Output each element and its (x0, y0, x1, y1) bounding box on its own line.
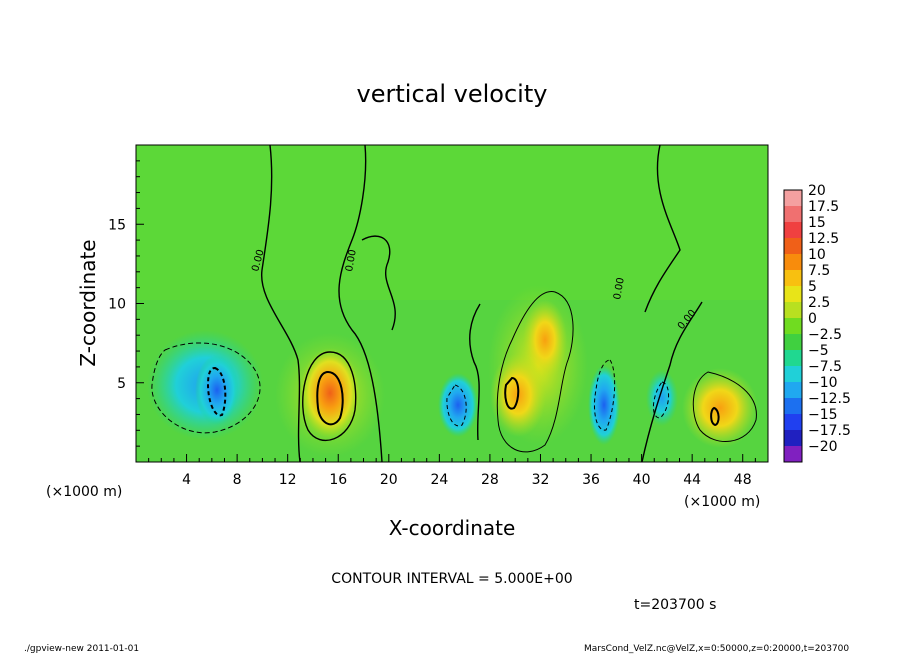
ten-contour (710, 406, 720, 427)
colorbar-label: 15 (808, 215, 826, 231)
neg-contour (206, 366, 227, 417)
zero-contour (644, 145, 681, 313)
colorbar-swatch (784, 270, 802, 287)
colorbar-label: 7.5 (808, 263, 830, 279)
y-axis-label: Z-coordinate (76, 239, 100, 366)
colorbar-label: 10 (808, 247, 826, 263)
colorbar-swatch (784, 382, 802, 399)
neg-contour (151, 342, 261, 434)
five-contour (302, 351, 357, 441)
x-axis: 4 8 12 16 20 24 28 32 36 40 44 48 (148, 454, 756, 488)
zero-contour (641, 301, 703, 462)
y-tick-label: 5 (117, 376, 126, 392)
x-tick-label: 20 (380, 472, 398, 488)
chart-title: vertical velocity (357, 80, 548, 108)
y-axis: 5 10 15 (108, 160, 144, 447)
contour-label: 0.00 (612, 277, 627, 301)
colorbar-label: 5 (808, 279, 817, 295)
updraft-region (523, 300, 567, 380)
x-tick-label: 48 (734, 472, 752, 488)
zero-contour (261, 145, 301, 462)
updraft-region (682, 368, 758, 448)
x-tick-label: 28 (481, 472, 499, 488)
x-tick-label: 32 (532, 472, 550, 488)
x-unit-right: (×1000 m) (684, 494, 760, 510)
downdraft-region (195, 355, 239, 425)
colorbar-swatch (784, 366, 802, 383)
five-contour (496, 291, 574, 453)
x-unit-left: (×1000 m) (46, 484, 122, 500)
colorbar-label: 17.5 (808, 199, 839, 215)
colorbar-swatch (784, 190, 802, 207)
zero-contour (361, 235, 396, 331)
colorbar-swatch (784, 206, 802, 223)
colorbar-swatch (784, 350, 802, 367)
neg-contour (653, 381, 669, 419)
colorbar-swatch (784, 414, 802, 431)
colorbar-swatch (784, 398, 802, 415)
contour-label: 0.00 (344, 249, 359, 273)
colorbar-swatch (784, 318, 802, 335)
colorbar-label: 0 (808, 311, 817, 327)
colorbar: 2017.51512.5107.552.50−2.5−5−7.5−10−12.5… (783, 183, 851, 463)
x-tick-label: 36 (582, 472, 600, 488)
zero-contour (338, 145, 383, 462)
colorbar-label: 2.5 (808, 295, 830, 311)
ten-contour (316, 370, 344, 426)
time-stamp: t=203700 s (634, 597, 716, 613)
colorbar-label: −20 (808, 439, 838, 455)
colorbar-label: 20 (808, 183, 826, 199)
zero-contour (469, 303, 481, 441)
colorbar-swatch (784, 238, 802, 255)
colorbar-swatch (784, 446, 802, 463)
colorbar-label: −5 (808, 343, 829, 359)
colorbar-frame (783, 189, 803, 463)
downdraft-region (646, 370, 678, 426)
y-tick-label: 15 (108, 217, 126, 233)
x-tick-label: 8 (233, 472, 242, 488)
x-tick-label: 40 (633, 472, 651, 488)
colorbar-label: −7.5 (808, 359, 842, 375)
plot-area: 0.00 0.00 0.00 0.00 (136, 145, 768, 462)
ten-contour (504, 376, 520, 410)
updraft-region (300, 348, 360, 438)
colorbar-swatch (784, 222, 802, 239)
downdraft-region (588, 365, 620, 445)
neg-contour (446, 384, 467, 427)
x-tick-label: 4 (182, 472, 191, 488)
colorbar-label: −17.5 (808, 423, 851, 439)
colorbar-swatch (784, 430, 802, 447)
colorbar-label: −10 (808, 375, 838, 391)
footer-left: ./gpview-new 2011-01-01 (24, 644, 139, 654)
contour-interval: CONTOUR INTERVAL = 5.000E+00 (331, 571, 572, 587)
y-tick-label: 10 (108, 297, 126, 313)
updraft-regions (275, 285, 758, 457)
colorbar-swatch (784, 302, 802, 319)
x-tick-label: 44 (683, 472, 701, 488)
x-tick-label: 24 (430, 472, 448, 488)
colorbar-label: −2.5 (808, 327, 842, 343)
colorbar-swatch (784, 334, 802, 351)
contours (151, 145, 757, 462)
colorbar-label: 12.5 (808, 231, 839, 247)
x-tick-label: 12 (279, 472, 297, 488)
colorbar-label: −12.5 (808, 391, 851, 407)
colorbar-swatch (784, 254, 802, 271)
neg-contour (593, 359, 616, 431)
colorbar-swatch (784, 286, 802, 303)
x-axis-label: X-coordinate (389, 516, 516, 540)
downdraft-region (438, 373, 478, 437)
footer-right: MarsCond_VelZ.nc@VelZ,x=0:50000,z=0:2000… (584, 644, 849, 654)
colorbar-label: −15 (808, 407, 838, 423)
x-tick-label: 16 (329, 472, 347, 488)
five-contour (692, 371, 757, 442)
